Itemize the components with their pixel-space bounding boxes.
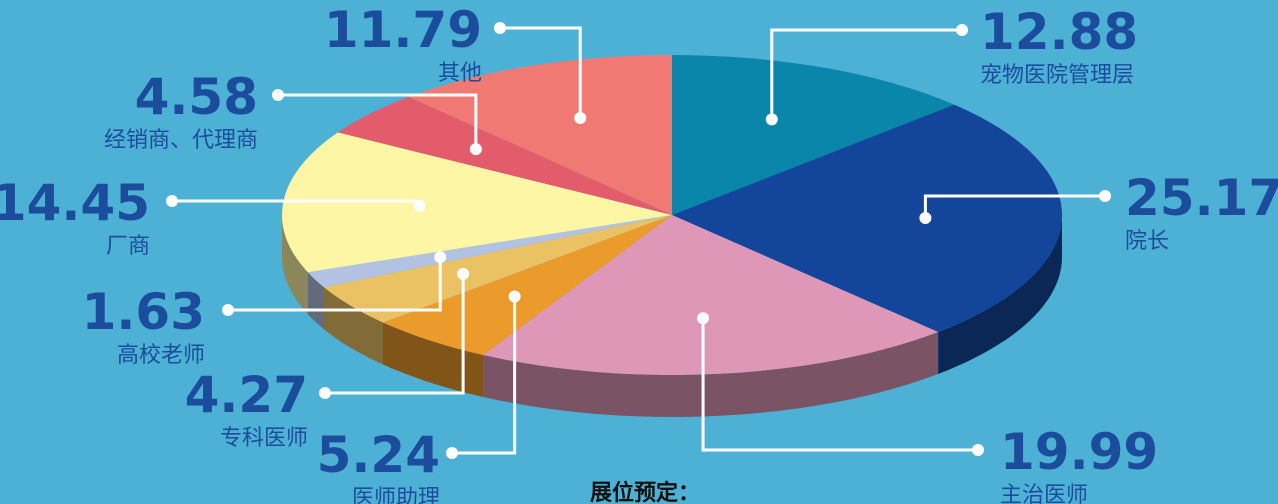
- category-label: 主治医师: [1000, 483, 1088, 504]
- leader-dot: [956, 24, 968, 36]
- leader-dot: [508, 290, 521, 303]
- leader-line: [500, 26, 582, 119]
- category-label: 宠物医院管理层: [980, 63, 1134, 88]
- pie-side: [483, 332, 939, 417]
- leader-dot: [1099, 190, 1111, 202]
- value-label: 4.58: [135, 68, 258, 126]
- leader-dot: [166, 195, 178, 207]
- pie-slice: [383, 215, 672, 356]
- pie-slice: [483, 215, 939, 375]
- pie-side: [282, 215, 308, 315]
- leader-dot: [765, 113, 778, 126]
- leader-dot: [697, 312, 710, 325]
- pie-side: [324, 287, 383, 365]
- leader-dot: [919, 212, 932, 225]
- pie-slice: [672, 55, 955, 215]
- value-label: 19.99: [1000, 423, 1158, 481]
- leader-line: [325, 273, 465, 395]
- leader-line: [923, 194, 1105, 219]
- value-label: 11.79: [324, 1, 482, 59]
- leader-dot: [972, 444, 984, 456]
- pie-slice: [323, 215, 672, 323]
- category-label: 院长: [1125, 229, 1169, 254]
- leader-dot: [494, 22, 506, 34]
- value-label: 25.17: [1125, 169, 1278, 227]
- pie-slice: [307, 215, 672, 288]
- leader-dot: [222, 304, 234, 316]
- value-label: 1.63: [82, 283, 205, 341]
- category-label: 高校老师: [117, 343, 205, 368]
- category-label: 厂商: [106, 234, 150, 259]
- pie-slice: [672, 104, 1062, 332]
- value-label: 14.45: [0, 174, 150, 232]
- leader-dot: [469, 143, 482, 156]
- value-label: 4.27: [185, 366, 308, 424]
- value-label: 5.24: [317, 426, 440, 484]
- pie-side: [307, 272, 324, 330]
- category-label: 其他: [438, 61, 482, 86]
- leader-line: [228, 257, 442, 312]
- leader-dot: [272, 89, 284, 101]
- leader-dot: [446, 447, 458, 459]
- pie-side: [938, 215, 1062, 374]
- category-label: 专科医师: [220, 426, 308, 451]
- category-label: 医师助理: [352, 486, 440, 504]
- pie-sides: [282, 215, 1062, 417]
- pie-slice: [282, 132, 672, 273]
- leader-line: [278, 93, 478, 150]
- leader-dot: [319, 387, 331, 399]
- category-label: 经销商、代理商: [104, 128, 258, 153]
- leader-dot: [434, 251, 447, 264]
- leader-dot: [457, 267, 470, 280]
- value-label: 12.88: [980, 3, 1138, 61]
- leader-line: [770, 28, 962, 120]
- pie-tops: [282, 55, 1062, 375]
- pie-slice: [337, 96, 672, 215]
- leader-dot: [574, 112, 587, 125]
- leader-dot: [413, 199, 426, 212]
- leader-line: [452, 296, 517, 455]
- footer: 展位预定：: [590, 480, 700, 504]
- leader-line: [701, 318, 978, 452]
- pie-side: [383, 322, 484, 397]
